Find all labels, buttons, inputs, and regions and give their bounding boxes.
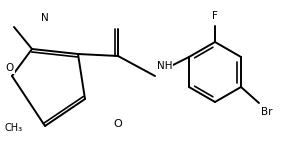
- Text: NH: NH: [157, 61, 173, 71]
- Text: O: O: [6, 63, 14, 73]
- Text: F: F: [212, 11, 218, 21]
- Text: N: N: [41, 13, 49, 23]
- Text: CH₃: CH₃: [5, 123, 23, 133]
- Text: O: O: [113, 119, 123, 129]
- Text: Br: Br: [261, 107, 272, 117]
